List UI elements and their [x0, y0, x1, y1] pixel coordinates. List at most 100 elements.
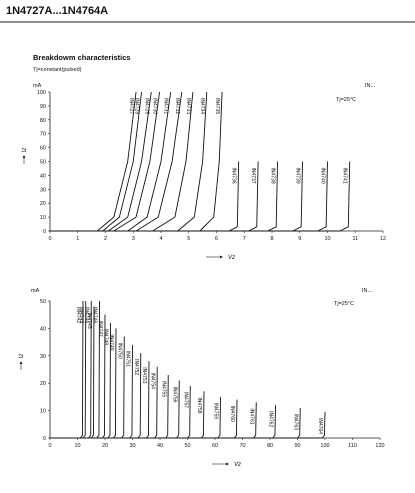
curve-label: IN4752 [133, 359, 139, 375]
x-tick-label: 3 [132, 236, 135, 242]
y-arrow-head [22, 155, 26, 158]
curve-label: IN4737 [250, 168, 256, 184]
curve [50, 405, 276, 439]
x-tick-label: 9 [298, 236, 301, 242]
y-tick-label: 30 [40, 354, 46, 360]
curve [50, 402, 257, 439]
curve-label: IN4756 [171, 386, 177, 402]
y-tick-label: 70 [40, 132, 46, 138]
curve-label: IN4744 [83, 307, 89, 323]
curve-label: IN4732 [174, 98, 180, 114]
x-tick-label: 90 [294, 443, 300, 449]
x-tick-label: 0 [48, 236, 51, 242]
x-arrow-head [220, 255, 223, 259]
curve-label: IN4740 [320, 168, 326, 184]
x-tick-label: 40 [157, 443, 163, 449]
curve-label: IN4747 [97, 321, 103, 337]
x-tick-label: 5 [187, 236, 190, 242]
curve [50, 391, 205, 439]
curve-label: IN4745 [86, 312, 92, 328]
x-tick-label: 1 [76, 236, 79, 242]
y-tick-label: 40 [40, 326, 46, 332]
curve [50, 411, 326, 439]
curve-label: IN4729 [143, 98, 149, 114]
x-tick-label: 80 [267, 443, 273, 449]
curve-label: IN4742 [75, 307, 81, 323]
curve [50, 336, 125, 439]
curve-label: IN4755 [160, 381, 166, 397]
curve-label: IN4751 [125, 351, 131, 367]
curve-label: IN4741 [342, 168, 348, 184]
y-tick-label: 20 [40, 381, 46, 387]
x-tick-label: 30 [129, 443, 135, 449]
annotation: Tj=25°C [334, 301, 354, 307]
x-axis-label: Vz [228, 255, 235, 261]
curve-label: IN4749 [108, 334, 114, 350]
x-tick-label: 10 [74, 443, 80, 449]
curve-label: IN4746 [92, 307, 98, 323]
curve-label: IN4743 [78, 307, 84, 323]
y-axis-label: Iz [19, 354, 25, 359]
curve-label: IN4734 [199, 98, 205, 114]
y-tick-label: 60 [40, 146, 46, 152]
x-tick-label: 100 [320, 443, 329, 449]
curve [50, 91, 161, 232]
x-tick-label: 70 [239, 443, 245, 449]
curve-label: IN4760 [229, 406, 235, 422]
y-tick-label: 100 [37, 90, 46, 96]
y-tick-label: 80 [40, 118, 46, 124]
curve [50, 396, 221, 439]
curve-label: IN4764 [317, 418, 323, 434]
x-tick-label: 2 [104, 236, 107, 242]
curve-label: IN4736 [231, 168, 237, 184]
curve [50, 161, 303, 232]
x-tick-label: 20 [102, 443, 108, 449]
x-tick-label: 11 [352, 236, 358, 242]
y-tick-label: 50 [40, 160, 46, 166]
annotation: IN... [362, 288, 373, 294]
x-axis-label: Vz [234, 462, 241, 468]
x-tick-label: 60 [212, 443, 218, 449]
curve-label: IN4735 [214, 98, 220, 114]
curve [50, 161, 328, 232]
annotation: Tj=25°C [336, 97, 356, 103]
curve-label: IN4727 [128, 98, 134, 114]
y-tick-label: 0 [43, 229, 46, 235]
annotation: IN... [365, 83, 376, 89]
y-tick-label: 10 [40, 409, 46, 415]
y-unit: mA [33, 83, 42, 89]
curve-label: IN4750 [116, 343, 122, 359]
x-arrow-head [226, 462, 229, 466]
y-tick-label: 10 [40, 215, 46, 221]
curve-label: IN4739 [295, 168, 301, 184]
y-axis-label: Iz [22, 148, 28, 153]
x-tick-label: 12 [380, 236, 386, 242]
curve [50, 91, 137, 232]
x-tick-label: 50 [184, 443, 190, 449]
y-tick-label: 40 [40, 173, 46, 179]
page-title: 1N4727A...1N4764A [6, 5, 108, 17]
x-tick-label: 10 [324, 236, 330, 242]
curve-label: IN4753 [141, 367, 147, 383]
x-tick-label: 7 [243, 236, 246, 242]
x-tick-label: 120 [375, 443, 384, 449]
curve-label: IN4738 [270, 168, 276, 184]
curve-label: IN4759 [213, 403, 219, 419]
x-tick-label: 6 [215, 236, 218, 242]
curve-label: IN4757 [182, 392, 188, 408]
curve-label: IN4728 [134, 98, 140, 114]
curve-label: IN4748 [103, 329, 109, 345]
y-tick-label: 20 [40, 201, 46, 207]
y-tick-label: 0 [43, 436, 46, 442]
curve [50, 161, 351, 232]
x-tick-label: 8 [270, 236, 273, 242]
curve [50, 407, 301, 439]
curve-label: IN4763 [292, 414, 298, 430]
x-tick-label: 4 [159, 236, 162, 242]
x-tick-label: 110 [348, 443, 357, 449]
section-title: Breakdowm characteristics [33, 53, 131, 62]
curve-label: IN4758 [196, 397, 202, 413]
curve [50, 380, 180, 439]
